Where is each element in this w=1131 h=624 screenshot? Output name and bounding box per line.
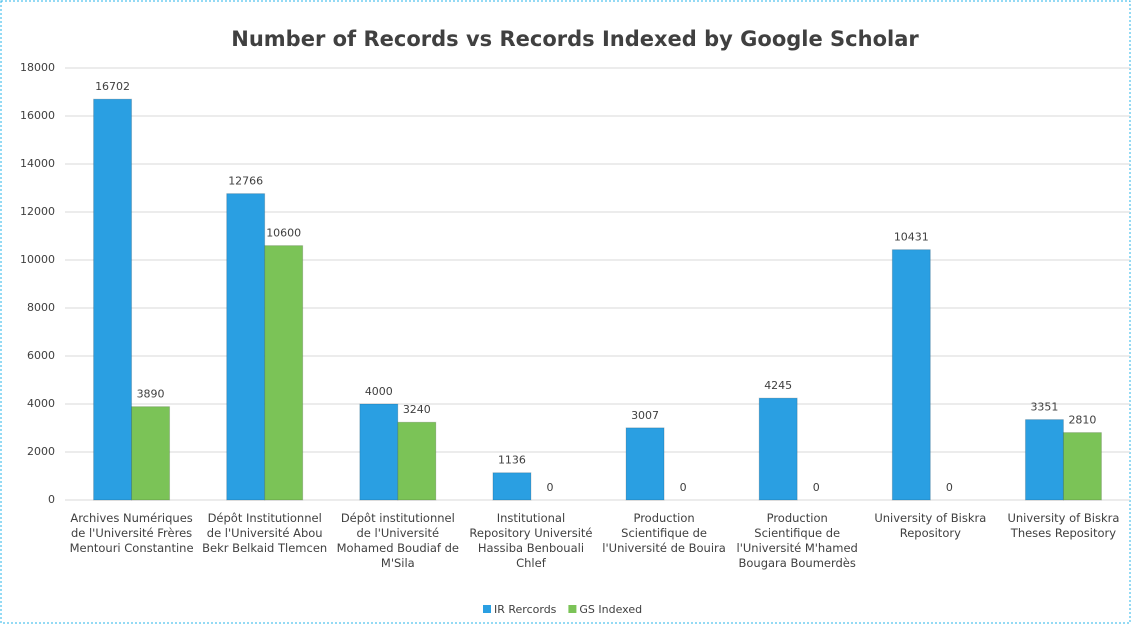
x-tick-label: Production Scientifique de l'Université … bbox=[736, 511, 858, 570]
bar bbox=[131, 406, 171, 501]
x-tick-label: Archives Numériques de l'Université Frèr… bbox=[69, 511, 194, 555]
data-label: 0 bbox=[546, 481, 553, 494]
legend-swatch bbox=[568, 605, 577, 613]
y-tick-label: 10000 bbox=[20, 253, 55, 266]
chart-title: Number of Records vs Records Indexed by … bbox=[231, 27, 919, 51]
data-label: 3351 bbox=[1030, 401, 1058, 414]
bar bbox=[264, 245, 304, 501]
data-label: 0 bbox=[680, 481, 687, 494]
data-label: 12766 bbox=[228, 175, 263, 188]
x-tick-label: University of Biskra Repository bbox=[874, 511, 987, 540]
y-tick-label: 2000 bbox=[27, 445, 55, 458]
x-tick-label: Dépôt Institutionnel de l'Université Abo… bbox=[202, 511, 328, 555]
y-tick-label: 0 bbox=[48, 493, 55, 506]
bar bbox=[758, 397, 798, 501]
data-label: 1136 bbox=[498, 454, 526, 467]
y-tick-label: 18000 bbox=[20, 61, 55, 74]
data-label: 3240 bbox=[403, 403, 431, 416]
legend-label: IR Rercords bbox=[494, 603, 557, 616]
data-label: 2810 bbox=[1068, 414, 1096, 427]
data-label: 0 bbox=[946, 481, 953, 494]
bar bbox=[359, 403, 399, 501]
data-label: 3007 bbox=[631, 409, 659, 422]
data-label: 4245 bbox=[764, 379, 792, 392]
y-tick-label: 4000 bbox=[27, 397, 55, 410]
bar bbox=[93, 98, 133, 501]
bar bbox=[397, 421, 437, 501]
data-label: 16702 bbox=[95, 80, 130, 93]
x-tick-label: Dépôt institutionnel de l'Université Moh… bbox=[336, 511, 459, 570]
y-tick-label: 12000 bbox=[20, 205, 55, 218]
bar bbox=[226, 193, 266, 501]
data-label: 10600 bbox=[266, 227, 301, 240]
x-tick-label: University of Biskra Theses Repository bbox=[1007, 511, 1120, 540]
bar bbox=[625, 427, 665, 501]
bar bbox=[891, 249, 931, 501]
data-label: 4000 bbox=[365, 385, 393, 398]
legend-label: GS Indexed bbox=[579, 603, 642, 616]
y-tick-label: 6000 bbox=[27, 349, 55, 362]
y-tick-label: 16000 bbox=[20, 109, 55, 122]
bar bbox=[1062, 432, 1102, 501]
bar bbox=[492, 472, 532, 501]
y-tick-label: 14000 bbox=[20, 157, 55, 170]
bar bbox=[1024, 419, 1064, 501]
data-label: 3890 bbox=[137, 388, 165, 401]
data-label: 0 bbox=[813, 481, 820, 494]
data-label: 10431 bbox=[894, 231, 929, 244]
legend-swatch bbox=[483, 605, 491, 613]
x-tick-label: Institutional Repository Université Hass… bbox=[469, 511, 593, 570]
y-tick-label: 8000 bbox=[27, 301, 55, 314]
x-tick-label: Production Scientifique de l'Université … bbox=[602, 511, 726, 555]
